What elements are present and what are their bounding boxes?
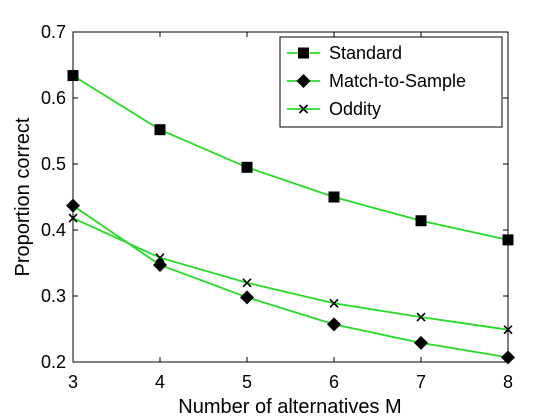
legend-label-oddity: Oddity bbox=[329, 99, 381, 119]
data-point-oddity bbox=[242, 278, 252, 288]
data-point-oddity bbox=[416, 312, 426, 322]
y-tick-label: 0.7 bbox=[41, 22, 66, 42]
data-point-match-to-sample bbox=[327, 317, 341, 332]
y-axis-title: Proportion correct bbox=[12, 117, 34, 276]
data-point-oddity bbox=[329, 298, 339, 308]
series-line-standard bbox=[72, 74, 509, 241]
series-lines bbox=[72, 74, 509, 359]
axis-ticks bbox=[72, 31, 509, 363]
data-point-standard bbox=[328, 191, 340, 203]
legend-marker-oddity bbox=[298, 104, 309, 114]
series-line-oddity bbox=[72, 217, 509, 331]
legend-items: Standard Match-to-Sample Oddity bbox=[287, 43, 466, 119]
x-tick-label: 8 bbox=[503, 372, 513, 392]
y-tick-label: 0.6 bbox=[41, 88, 66, 108]
y-tick-label: 0.2 bbox=[41, 352, 66, 372]
legend: Standard Match-to-Sample Oddity bbox=[279, 36, 503, 128]
y-tick-labels: 0.2 0.3 0.4 0.5 0.6 0.7 bbox=[41, 22, 66, 372]
legend-label-standard: Standard bbox=[329, 43, 402, 63]
plot-frame bbox=[72, 31, 509, 363]
y-tick-label: 0.3 bbox=[41, 286, 66, 306]
x-axis-title: Number of alternatives M bbox=[178, 396, 401, 418]
x-tick-label: 3 bbox=[68, 372, 78, 392]
data-point-oddity bbox=[155, 253, 165, 263]
data-point-standard bbox=[241, 161, 253, 173]
y-tick-label: 0.4 bbox=[41, 220, 66, 240]
data-point-match-to-sample bbox=[240, 290, 254, 305]
data-point-standard bbox=[154, 124, 166, 136]
legend-marker-match-to-sample bbox=[296, 74, 311, 88]
x-tick-label: 6 bbox=[329, 372, 339, 392]
series-line-match-to-sample bbox=[72, 204, 509, 359]
y-tick-label: 0.5 bbox=[41, 154, 66, 174]
legend-marker-standard bbox=[298, 47, 309, 59]
x-tick-label: 4 bbox=[155, 372, 165, 392]
legend-label-match-to-sample: Match-to-Sample bbox=[329, 71, 466, 91]
x-tick-label: 5 bbox=[242, 372, 252, 392]
x-tick-label: 7 bbox=[416, 372, 426, 392]
x-tick-labels: 3 4 5 6 7 8 bbox=[68, 372, 513, 392]
data-point-standard bbox=[415, 215, 427, 227]
legend-box bbox=[279, 36, 503, 128]
data-point-match-to-sample bbox=[414, 335, 428, 350]
